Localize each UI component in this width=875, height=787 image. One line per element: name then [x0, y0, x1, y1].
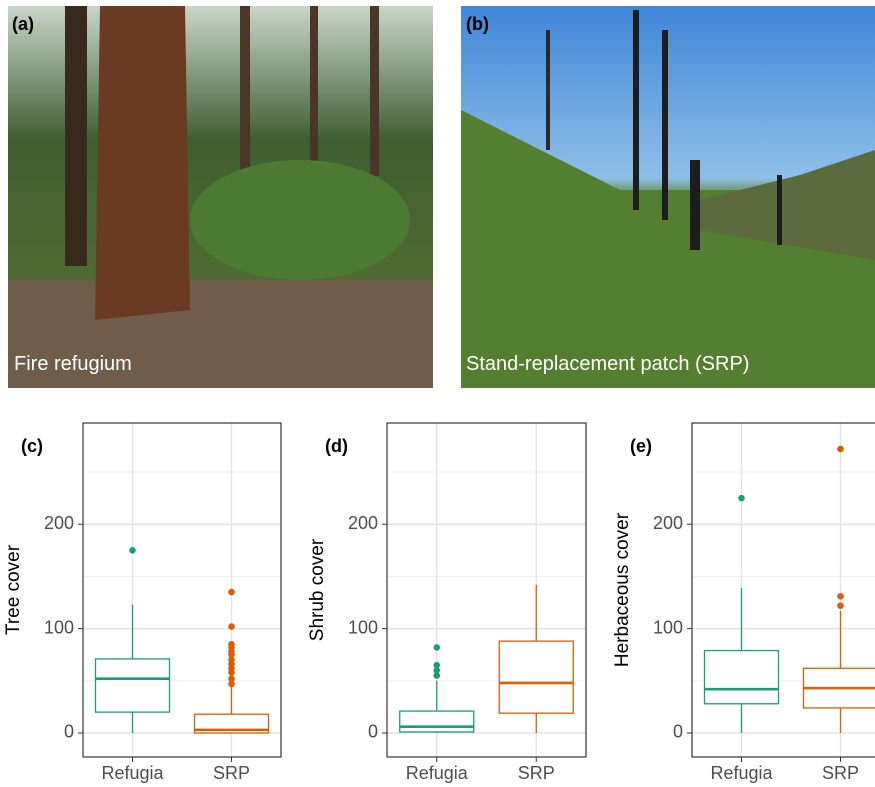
y-axis-title: Herbaceous cover [612, 512, 633, 667]
outlier [228, 681, 235, 688]
photo-caption: Stand-replacement patch (SRP) [466, 353, 749, 375]
outlier [738, 495, 745, 502]
snag [690, 160, 700, 250]
panel-label: (c) [21, 436, 43, 456]
y-tick-label: 100 [44, 617, 74, 637]
photo-label: (b) [466, 14, 489, 34]
box-panel: 0 100 200 Refugia SRP (d) Shrub cover [307, 423, 586, 783]
photo-caption: Fire refugium [14, 353, 132, 375]
tree-trunk [370, 6, 379, 176]
x-tick-label: Refugia [710, 763, 773, 783]
photo-label: (a) [12, 14, 34, 34]
outlier [228, 669, 235, 676]
box [400, 711, 474, 732]
photo-a: (a) Fire refugium [8, 6, 433, 388]
tree-trunk [95, 6, 190, 320]
box [96, 659, 170, 712]
panel-label: (e) [630, 436, 652, 456]
figure: (a) Fire refugium (b) Stand-replacement … [0, 0, 875, 787]
box [705, 651, 779, 704]
outlier [433, 644, 440, 651]
x-tick-label: SRP [822, 763, 859, 783]
y-tick-label: 200 [44, 513, 74, 533]
y-tick-label: 200 [348, 513, 378, 533]
y-tick-label: 0 [64, 722, 74, 742]
outlier [228, 623, 235, 630]
snag [633, 10, 639, 210]
tree-trunk [310, 6, 318, 186]
outlier [837, 602, 844, 609]
x-tick-label: Refugia [101, 763, 164, 783]
x-tick-label: SRP [518, 763, 555, 783]
snag [546, 30, 550, 150]
outlier [837, 593, 844, 600]
y-tick-label: 0 [368, 722, 378, 742]
shrubs [190, 160, 410, 280]
y-tick-label: 100 [653, 617, 683, 637]
box-panel: 0 100 200 Refugia SRP (c) Tree cover [3, 423, 281, 783]
x-tick-label: SRP [213, 763, 250, 783]
y-tick-label: 100 [348, 617, 378, 637]
panel-label: (d) [325, 436, 348, 456]
outlier [433, 672, 440, 679]
y-axis-title: Shrub cover [307, 538, 328, 641]
snag [662, 30, 668, 220]
box [499, 641, 573, 713]
y-tick-label: 200 [653, 513, 683, 533]
x-tick-label: Refugia [406, 763, 469, 783]
snag [777, 175, 782, 245]
tree-trunk [65, 6, 87, 266]
outlier [228, 589, 235, 596]
y-axis-title: Tree cover [3, 544, 24, 635]
box-panel: 0 100 200 Refugia SRP (e) Herbaceous cover [612, 423, 875, 783]
photo-b: (b) Stand-replacement patch (SRP) [461, 6, 875, 388]
outlier [837, 446, 844, 453]
outlier [129, 547, 136, 554]
y-tick-label: 0 [673, 722, 683, 742]
